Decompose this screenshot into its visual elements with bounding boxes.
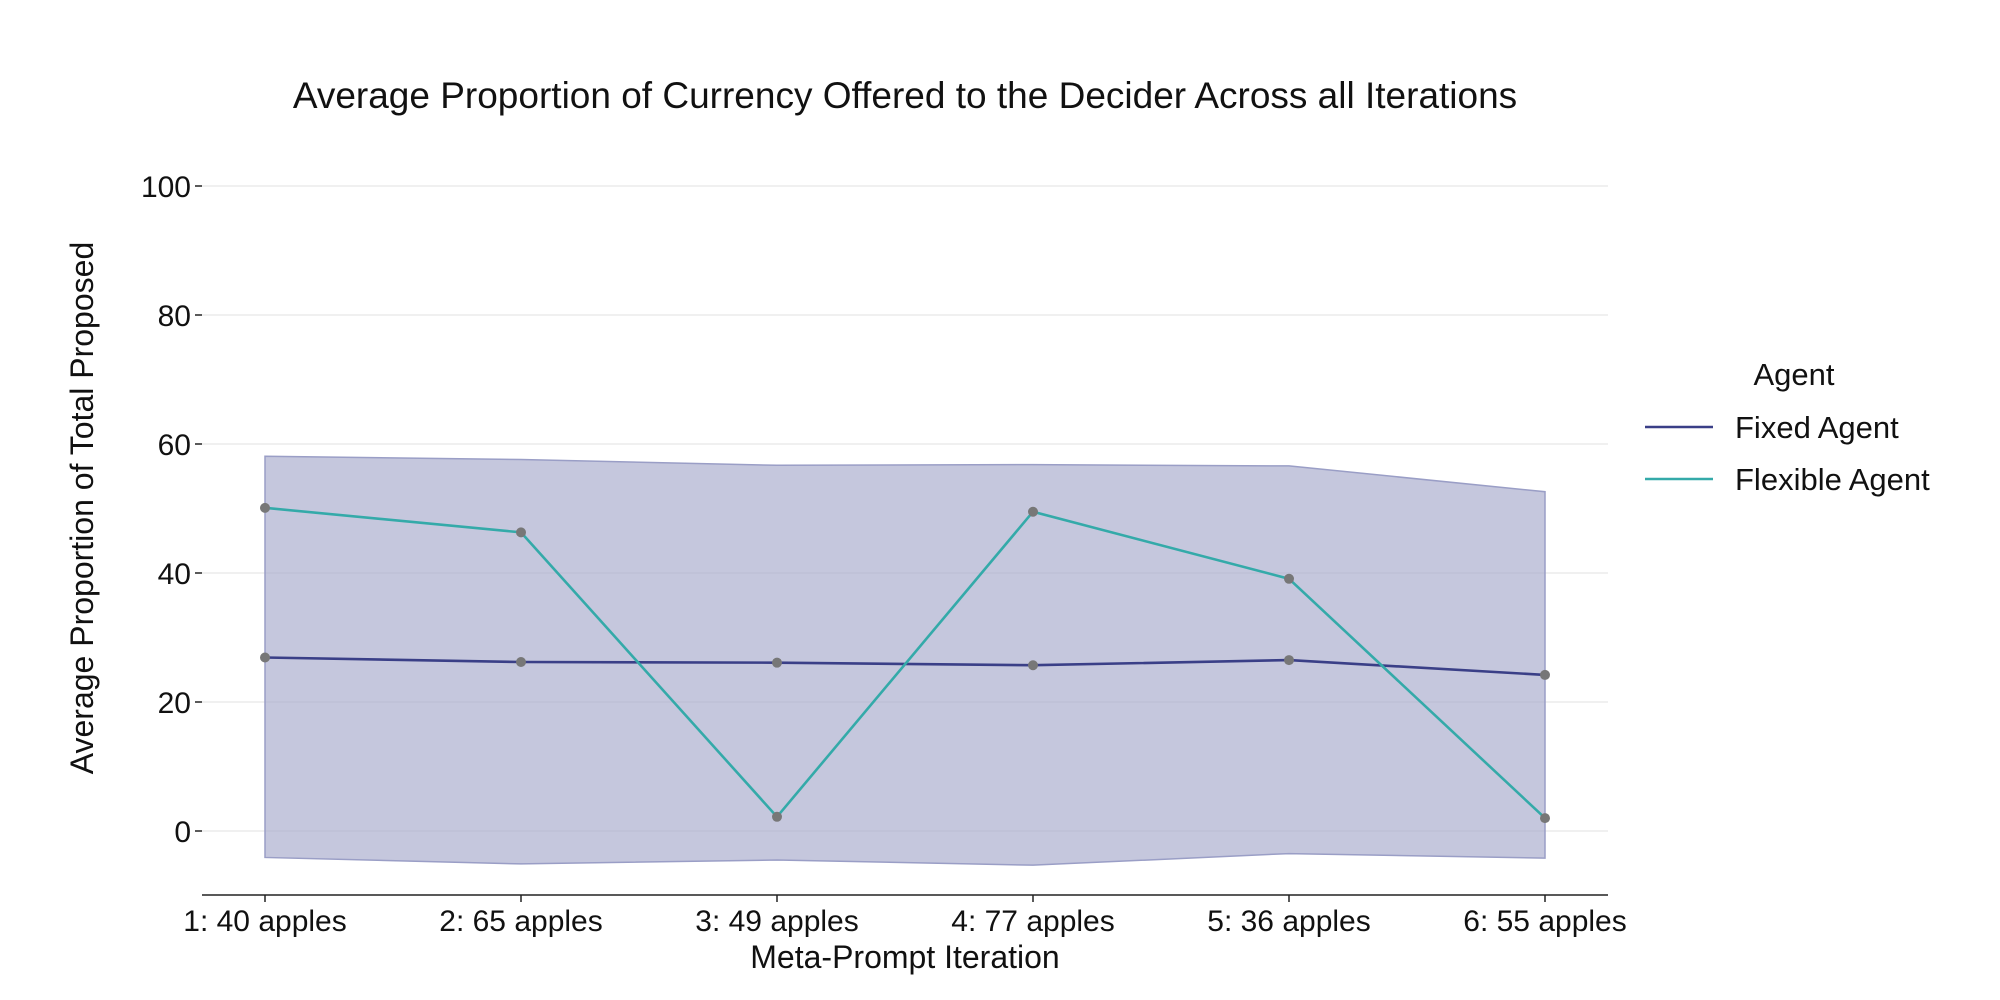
flexible-agent-line	[264, 506, 1546, 820]
y-tick-label: 100	[141, 171, 191, 204]
y-tick-label: 60	[158, 429, 191, 462]
x-tick-label: 2: 65 apples	[439, 905, 602, 938]
fixed-agent-point	[260, 652, 270, 663]
x-tick-label: 1: 40 apples	[183, 905, 346, 938]
fixed-agent-point	[1028, 660, 1038, 671]
flexible-agent-point	[1540, 813, 1550, 824]
flexible-agent-point	[1284, 573, 1294, 584]
series-layer	[260, 502, 1550, 824]
flexible-agent-point	[772, 811, 782, 822]
y-tick-label: 40	[158, 558, 191, 591]
flexible-agent-point	[1028, 506, 1038, 517]
y-axis-label: Average Proportion of Total Proposed	[64, 242, 100, 775]
y-tick-label: 80	[158, 300, 191, 333]
x-tick-label: 5: 36 apples	[1207, 905, 1370, 938]
chart-title: Average Proportion of Currency Offered t…	[293, 75, 1517, 116]
legend: Agent Fixed Agent Flexible Agent	[1645, 357, 1930, 497]
flexible-agent-point	[260, 502, 270, 513]
fixed-agent-point	[772, 657, 782, 668]
legend-label-flexible-agent: Flexible Agent	[1735, 462, 1930, 497]
fixed-agent-point	[1284, 655, 1294, 666]
flexible-agent-point	[516, 527, 526, 538]
confidence-band	[264, 455, 1546, 866]
x-tick-label: 6: 55 apples	[1463, 905, 1626, 938]
fixed-agent-point	[516, 657, 526, 668]
legend-title: Agent	[1753, 357, 1834, 392]
legend-label-fixed-agent: Fixed Agent	[1735, 410, 1899, 445]
fixed-agent-point	[1540, 669, 1550, 680]
y-tick-label: 20	[158, 687, 191, 720]
confidence-band-layer	[264, 455, 1546, 866]
x-tick-label: 3: 49 apples	[695, 905, 858, 938]
x-axis-label: Meta-Prompt Iteration	[750, 939, 1059, 975]
y-tick-label: 0	[174, 816, 191, 849]
x-tick-label: 4: 77 apples	[951, 905, 1114, 938]
tick-layer: 0 20 40 60 80 100 1: 40 apples 2: 65 apples 3: 4…	[141, 171, 1627, 938]
